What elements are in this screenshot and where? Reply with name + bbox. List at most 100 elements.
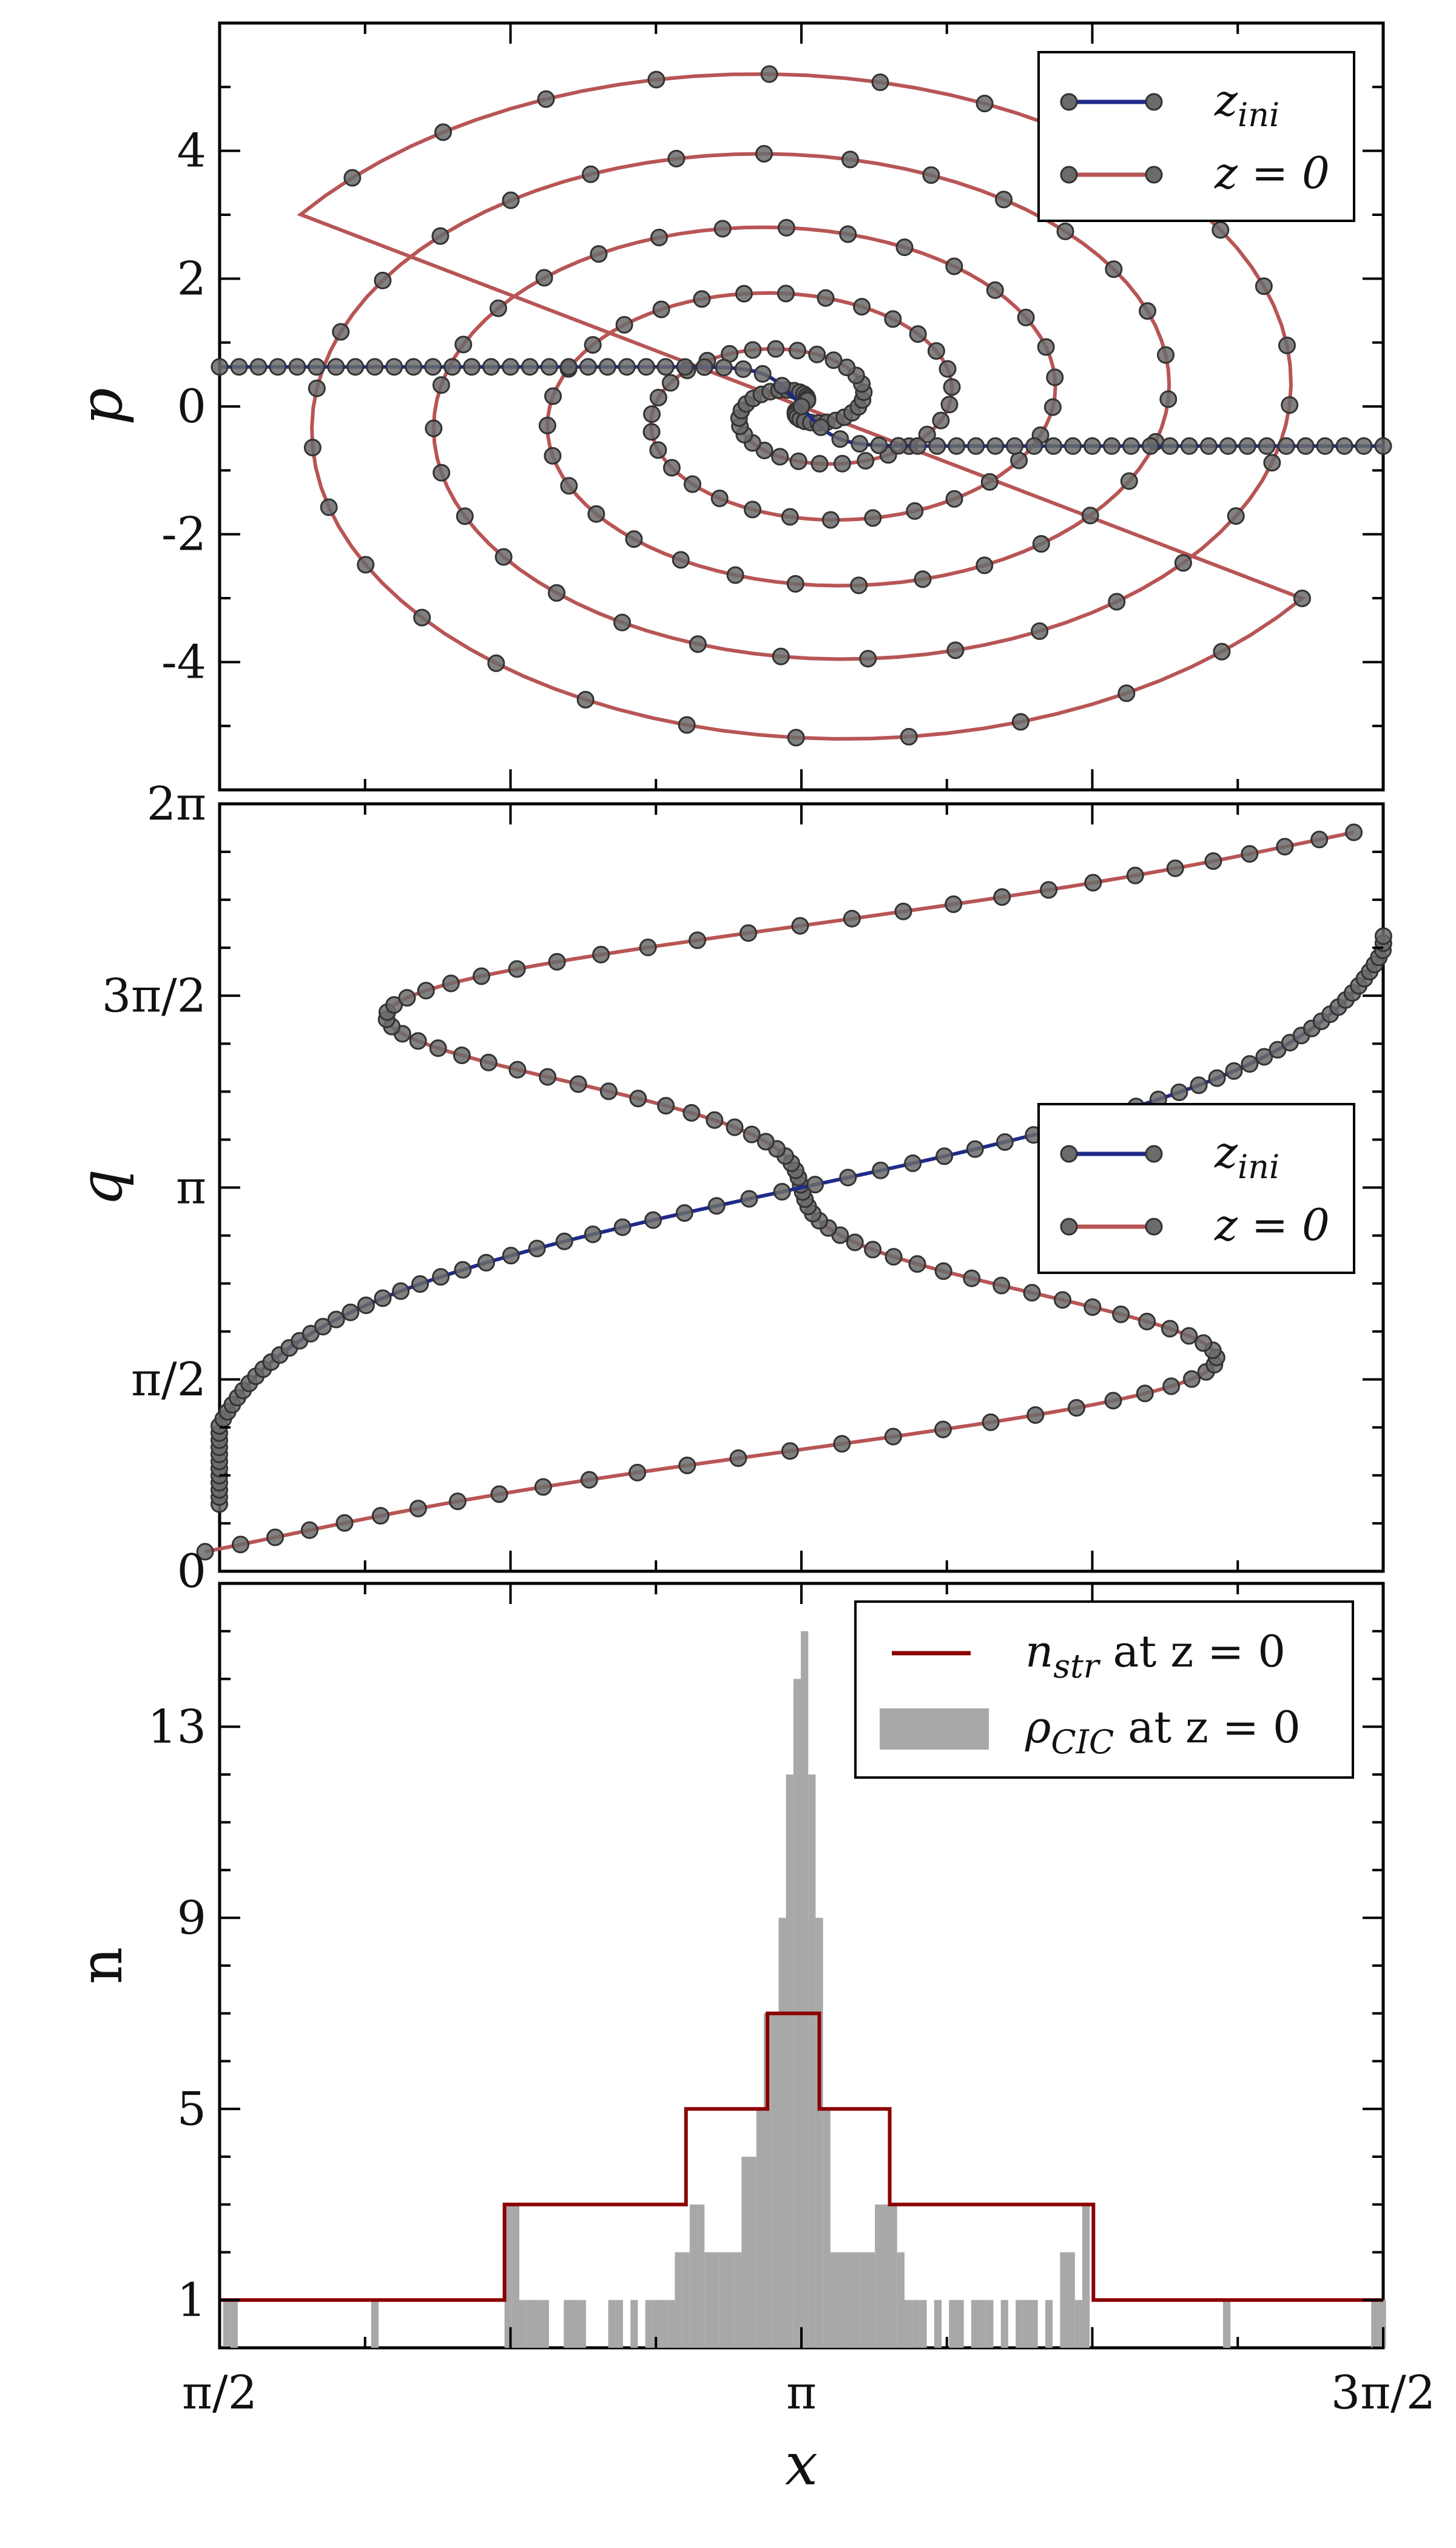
series-z0-point [650, 228, 668, 246]
rho-cic-bar [615, 2300, 623, 2348]
series-z0-point [661, 374, 679, 392]
series-zini-point [308, 358, 326, 376]
series-z0-point [864, 509, 882, 527]
rho-cic-bar [675, 2252, 682, 2348]
series-z0-point [781, 508, 799, 526]
series-zini-point [715, 359, 733, 377]
rho-cic-bar [986, 2300, 994, 2348]
rho-cic-bar [223, 2300, 231, 2348]
series-zini-point [773, 1182, 791, 1201]
series-z0-point [560, 477, 578, 495]
series-z0-point [871, 73, 889, 92]
series-zini-point [366, 358, 384, 376]
rho-cic-bar [541, 2300, 549, 2348]
series-z0-point [993, 1276, 1011, 1295]
series-zini-point [249, 358, 268, 376]
series-z0-point [833, 454, 851, 473]
rho-cic-bar [652, 2300, 661, 2348]
rho-cic-bar [645, 2300, 653, 2348]
series-z0-point [743, 1125, 761, 1144]
series-z0-point [335, 1514, 354, 1532]
series-z0-point [502, 191, 520, 209]
rho-cic-bar [630, 2300, 638, 2348]
y-tick-label: 2π [147, 777, 206, 831]
series-z0-point [743, 500, 761, 519]
rho-cic-bar [564, 2300, 571, 2348]
rho-cic-bar [1000, 2300, 1008, 2348]
legend-swatch-marker [1145, 1145, 1163, 1163]
rho-cic-bar [904, 2300, 912, 2348]
series-z0-point [1011, 713, 1030, 731]
series-z0-point [662, 459, 681, 477]
series-z0-point [781, 1442, 799, 1460]
series-z0-point [846, 1233, 864, 1252]
series-z0-point [683, 475, 701, 493]
rho-cic-bar [919, 2300, 927, 2348]
series-z0-point [649, 441, 667, 459]
series-zini-point [707, 1197, 726, 1215]
series-zini-point [889, 437, 908, 455]
y-tick-label: 2 [177, 251, 206, 305]
series-z0-point [894, 902, 912, 920]
series-zini-point [314, 1318, 332, 1336]
series-z0-point [817, 289, 835, 307]
rho-cic-bar [934, 2300, 942, 2348]
series-zini-point [1102, 437, 1121, 455]
series-z0-point [918, 425, 936, 443]
series-z0-point [454, 335, 473, 354]
rho-cic-bar [771, 2013, 779, 2348]
series-zini-point [342, 1303, 360, 1321]
x-tick-label: π [786, 2365, 817, 2419]
rho-cic-bar [1371, 2300, 1379, 2348]
rho-cic-bar [875, 2204, 883, 2348]
series-z0-point [1293, 589, 1311, 607]
rho-cic-bar [756, 2109, 764, 2348]
series-z0-point [864, 1241, 882, 1259]
series-zini-point [269, 358, 287, 376]
rho-cic-bar [504, 2204, 512, 2348]
series-z0-point [995, 190, 1013, 209]
legend-swatch-marker [1145, 1218, 1163, 1236]
series-z0-point [1174, 554, 1192, 572]
rho-cic-bar [801, 1631, 809, 2348]
rho-cic-bar [749, 2157, 757, 2348]
series-z0-point [757, 1133, 775, 1151]
series-zini-point [695, 358, 713, 376]
series-z0-point [548, 584, 566, 602]
series-z0-point [544, 447, 562, 465]
series-zini-point [773, 377, 791, 395]
series-zini-point [1190, 1076, 1208, 1094]
series-zini-point [584, 1225, 602, 1244]
series-zini-point [1208, 1069, 1226, 1087]
series-z0-point [939, 360, 957, 378]
series-z0-point [884, 1427, 902, 1446]
series-z0-point [409, 1032, 427, 1050]
rho-cic-bar [1082, 2204, 1090, 2348]
series-z0-point [1161, 1320, 1179, 1338]
series-z0-point [1204, 852, 1222, 870]
series-zini-point [1025, 437, 1043, 455]
rho-cic-bar [527, 2300, 534, 2348]
series-z0-point [508, 1060, 527, 1079]
legend-swatch-marker [1060, 1145, 1078, 1163]
rho-cic-bar [823, 2109, 831, 2348]
series-zini-point [644, 1211, 662, 1229]
series-z0-point [343, 169, 362, 187]
series-z0-point [900, 727, 918, 746]
rho-cic-bar [1045, 2300, 1053, 2348]
series-zini-point [357, 1296, 375, 1315]
series-z0-point [332, 323, 350, 341]
series-z0-point [982, 1413, 1000, 1431]
series-z0-point [689, 931, 707, 949]
series-zini-point [405, 358, 423, 376]
series-zini-point [432, 1268, 450, 1286]
y-tick-label: -2 [161, 507, 206, 561]
series-z0-point [945, 257, 963, 275]
series-zini-point [1122, 437, 1140, 455]
series-z0-point [642, 405, 661, 423]
series-z0-point [1108, 593, 1126, 611]
series-zini-point [1045, 437, 1063, 455]
series-zini-point [637, 358, 655, 376]
rho-cic-bar [867, 2252, 875, 2348]
